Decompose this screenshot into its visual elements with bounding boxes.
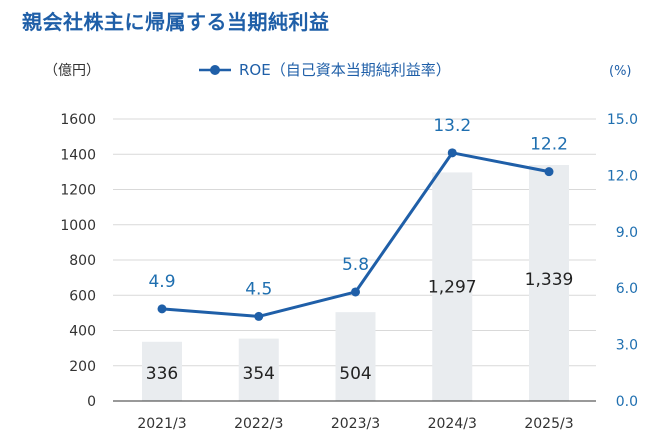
x-tick-label: 2024/3 [428, 416, 477, 432]
legend-line-label: ROE（自己資本当期純利益率） [239, 61, 451, 79]
roe-point [157, 304, 167, 314]
y-right-tick-label: 0.0 [616, 394, 638, 410]
y-left-tick-label: 0 [87, 394, 96, 410]
y-left-tick-label: 400 [69, 324, 96, 340]
roe-point [544, 167, 554, 177]
bar-value-label: 504 [339, 364, 371, 384]
y-right-tick-label: 3.0 [616, 338, 638, 354]
roe-point [254, 311, 264, 321]
x-tick-label: 2021/3 [137, 416, 186, 432]
roe-point [447, 148, 457, 158]
y-right-tick-label: 9.0 [616, 225, 638, 241]
bar-value-label: 1,297 [428, 277, 477, 297]
y-left-tick-label: 200 [69, 359, 96, 375]
bar [432, 172, 473, 401]
bar-value-label: 1,339 [525, 270, 574, 290]
y-left-tick-label: 1600 [60, 112, 96, 128]
x-tick-label: 2022/3 [234, 416, 283, 432]
bar [142, 341, 182, 401]
y-right-tick-label: 6.0 [616, 281, 638, 297]
y-right-tick-label: 12.0 [607, 168, 638, 184]
chart-title: 親会社株主に帰属する当期純利益 [22, 10, 330, 34]
y-left-tick-label: 600 [69, 288, 96, 304]
right-axis-unit: (%) [609, 64, 632, 79]
roe-value-label: 12.2 [530, 135, 568, 155]
bar [238, 338, 279, 401]
roe-value-label: 4.5 [245, 279, 272, 299]
roe-value-label: 13.2 [433, 116, 471, 136]
roe-value-label: 4.9 [148, 272, 175, 292]
y-left-tick-label: 1200 [60, 183, 96, 199]
bar [529, 165, 569, 401]
left-axis-unit: （億円） [44, 63, 100, 79]
y-left-tick-label: 800 [69, 253, 96, 269]
bar-value-label: 336 [146, 364, 178, 384]
x-tick-label: 2025/3 [524, 416, 573, 432]
legend-line-marker-icon [199, 64, 231, 75]
y-left-tick-label: 1000 [60, 218, 96, 234]
roe-value-label: 5.8 [342, 255, 369, 275]
x-tick-label: 2023/3 [331, 416, 380, 432]
legend: ROE（自己資本当期純利益率） [199, 59, 451, 80]
bar-value-label: 354 [243, 364, 275, 384]
y-right-tick-label: 15.0 [607, 112, 638, 128]
y-left-tick-label: 1400 [60, 147, 96, 163]
roe-point [351, 287, 360, 297]
bar [335, 312, 376, 401]
